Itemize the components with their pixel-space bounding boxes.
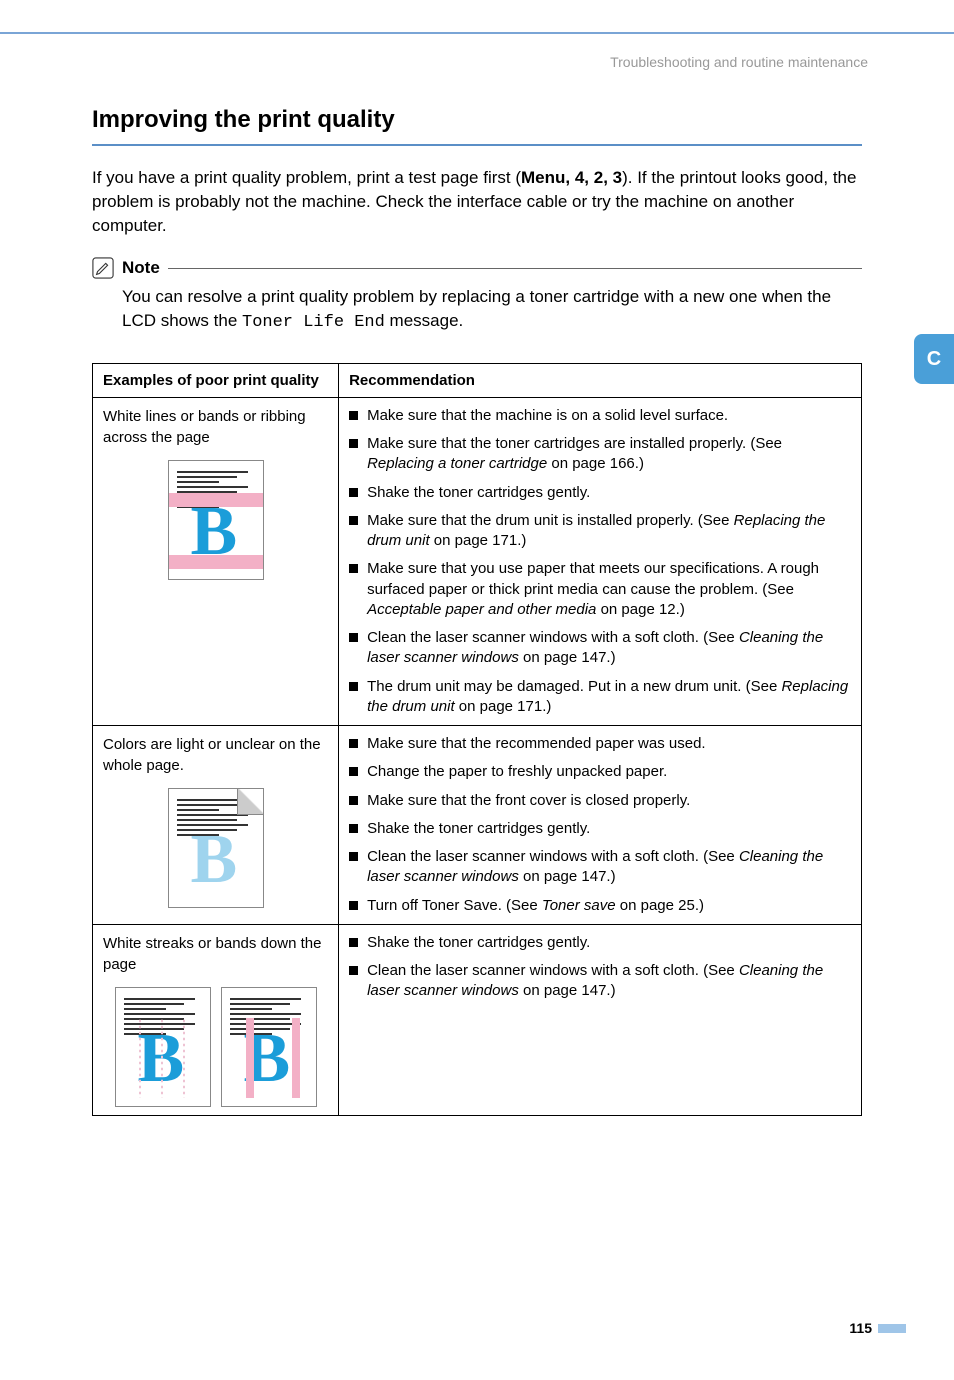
intro-menu-bold: Menu <box>521 168 565 187</box>
top-rule <box>0 32 954 34</box>
print-sample-streaks-down-dots: B <box>115 987 211 1107</box>
list-item: Clean the laser scanner windows with a s… <box>349 628 851 669</box>
print-sample-bands-across: B <box>168 460 264 580</box>
recommendation-list: Make sure that the recommended paper was… <box>349 734 851 916</box>
intro-text-1: If you have a print quality problem, pri… <box>92 168 521 187</box>
recommendation-cell: Make sure that the recommended paper was… <box>339 726 862 925</box>
list-item: Change the paper to freshly unpacked pap… <box>349 762 851 782</box>
page-number: 115 <box>849 1320 872 1336</box>
note-body: You can resolve a print quality problem … <box>122 285 862 335</box>
note-header: Note <box>92 257 862 279</box>
list-item: Make sure that you use paper that meets … <box>349 559 851 620</box>
table-row: Colors are light or unclear on the whole… <box>93 726 862 925</box>
intro-seq: , 4, 2, 3 <box>565 168 622 187</box>
list-item: The drum unit may be damaged. Put in a n… <box>349 677 851 718</box>
note-block: Note You can resolve a print quality pro… <box>92 257 862 335</box>
list-item: Turn off Toner Save. (See Toner save on … <box>349 896 851 916</box>
list-item: Shake the toner cartridges gently. <box>349 483 851 503</box>
section-tab-label: C <box>927 348 941 371</box>
list-item: Make sure that the drum unit is installe… <box>349 511 851 552</box>
list-item: Clean the laser scanner windows with a s… <box>349 961 851 1002</box>
example-description: White streaks or bands down the page <box>103 933 328 975</box>
recommendation-cell: Make sure that the machine is on a solid… <box>339 397 862 725</box>
recommendation-list: Shake the toner cartridges gently. Clean … <box>349 933 851 1002</box>
list-item: Shake the toner cartridges gently. <box>349 933 851 953</box>
example-cell: White lines or bands or ribbing across t… <box>93 397 339 725</box>
print-sample-streaks-down-bands: B <box>221 987 317 1107</box>
page-number-bar <box>878 1324 906 1333</box>
list-item: Make sure that the toner cartridges are … <box>349 434 851 475</box>
pencil-icon <box>92 257 114 279</box>
example-cell: Colors are light or unclear on the whole… <box>93 726 339 925</box>
note-body-suffix: message. <box>385 311 463 330</box>
recommendation-cell: Shake the toner cartridges gently. Clean … <box>339 924 862 1115</box>
page-content: Improving the print quality If you have … <box>92 106 862 1116</box>
table-header-left: Examples of poor print quality <box>93 363 339 397</box>
list-item: Clean the laser scanner windows with a s… <box>349 847 851 888</box>
note-hr <box>168 268 862 269</box>
table-row: White streaks or bands down the page BB Sh… <box>93 924 862 1115</box>
list-item: Shake the toner cartridges gently. <box>349 819 851 839</box>
list-item: Make sure that the recommended paper was… <box>349 734 851 754</box>
example-description: Colors are light or unclear on the whole… <box>103 734 328 776</box>
table-row: White lines or bands or ribbing across t… <box>93 397 862 725</box>
print-sample-light-colors: B <box>168 788 264 908</box>
note-code: Toner Life End <box>242 313 385 332</box>
quality-table: Examples of poor print quality Recommend… <box>92 363 862 1116</box>
list-item: Make sure that the front cover is closed… <box>349 791 851 811</box>
table-header-right: Recommendation <box>339 363 862 397</box>
recommendation-list: Make sure that the machine is on a solid… <box>349 406 851 717</box>
list-item: Make sure that the machine is on a solid… <box>349 406 851 426</box>
note-label: Note <box>122 258 160 278</box>
section-intro: If you have a print quality problem, pri… <box>92 166 862 237</box>
example-cell: White streaks or bands down the page BB <box>93 924 339 1115</box>
example-description: White lines or bands or ribbing across t… <box>103 406 328 448</box>
note-body-prefix: You can resolve a print quality problem … <box>122 287 831 330</box>
section-title: Improving the print quality <box>92 106 862 146</box>
header-breadcrumb: Troubleshooting and routine maintenance <box>0 54 868 70</box>
section-tab: C <box>914 334 954 384</box>
